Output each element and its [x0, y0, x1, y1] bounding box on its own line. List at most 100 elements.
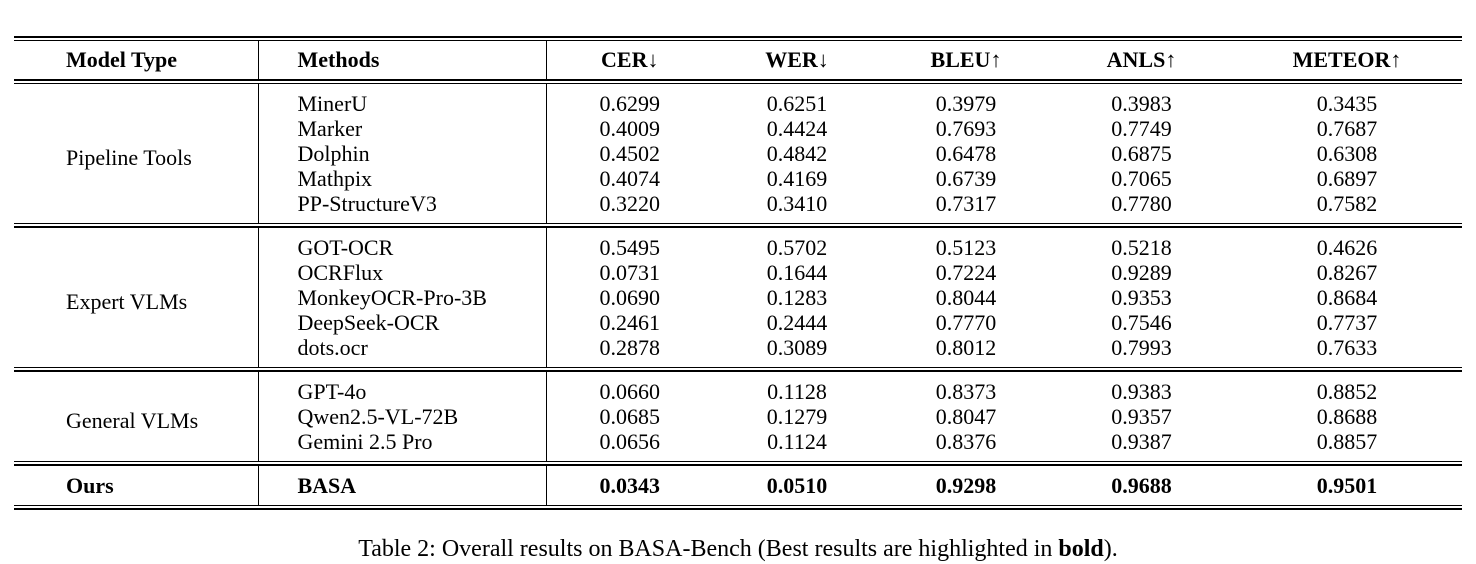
table-row: Ours BASA 0.0343 0.0510 0.9298 0.9688 0.9501: [14, 466, 1462, 505]
group-separator-rule: [14, 461, 1462, 466]
group-ours: Ours BASA 0.0343 0.0510 0.9298 0.9688 0.9501: [14, 466, 1462, 505]
group-pipeline-tools: Pipeline Tools MinerU 0.6299 0.6251 0.3979 0.…: [14, 84, 1463, 223]
table-row: Pipeline Tools MinerU 0.6299 0.6251 0.3979 0.…: [14, 84, 1462, 223]
value-cell: 0.1644: [766, 260, 828, 285]
method-cell: PP-StructureV3: [258, 191, 547, 223]
value-cell: 0.8684: [1316, 285, 1378, 310]
value-cell: 0.6478: [935, 141, 997, 166]
method-cell: GPT-4o: [258, 372, 547, 404]
value-cell: 0.0656: [599, 429, 661, 454]
table-row: MonkeyOCR-Pro-3B 0.0690 0.1283 0.8044 0.9353…: [14, 285, 1462, 310]
value-cell: 0.7582: [1316, 191, 1378, 216]
method-cell: GOT-OCR: [258, 228, 547, 260]
header-bottom-rule: [14, 79, 1462, 84]
table-body: Pipeline Tools MinerU 0.6299 0.6251 0.3979 0.…: [14, 84, 1462, 505]
value-cell: 0.0343: [599, 473, 661, 498]
value-cell: 0.7780: [1111, 191, 1172, 216]
group-general-vlms: General VLMs GPT-4o 0.0660 0.1128 0.8373 0.93…: [14, 372, 1463, 461]
table-row: Gemini 2.5 Pro 0.0656 0.1124 0.8376 0.9387 0.…: [14, 429, 1462, 461]
table-row: Dolphin 0.4502 0.4842 0.6478 0.6875 0.6308: [14, 141, 1462, 166]
table-bottom-rule: [14, 505, 1462, 510]
value-cell: 0.8376: [935, 429, 997, 454]
value-cell: 0.1283: [766, 285, 828, 310]
header-anls: ANLS↑: [1106, 47, 1177, 72]
header-wer: WER↓: [765, 47, 829, 72]
value-cell: 0.9289: [1111, 260, 1172, 285]
value-cell: 0.7749: [1111, 116, 1172, 141]
value-cell: 0.6875: [1111, 141, 1172, 166]
group-expert-vlms: Expert VLMs GOT-OCR 0.5495 0.5702 0.5123 0.52…: [14, 228, 1463, 367]
table-row: Marker 0.4009 0.4424 0.7693 0.7749 0.7687: [14, 116, 1462, 141]
header-meteor: METEOR↑: [1292, 47, 1402, 72]
value-cell: 0.0731: [599, 260, 661, 285]
value-cell: 0.5495: [599, 235, 661, 260]
value-cell: 0.3979: [935, 91, 997, 116]
value-cell: 0.2444: [766, 310, 828, 335]
value-cell: 0.3410: [766, 191, 828, 216]
value-cell: 0.4424: [766, 116, 828, 141]
method-cell: DeepSeek-OCR: [258, 310, 547, 335]
method-cell: MonkeyOCR-Pro-3B: [258, 285, 547, 310]
method-cell: Mathpix: [258, 166, 547, 191]
caption-bold-word: bold: [1058, 536, 1104, 562]
value-cell: 0.6299: [599, 91, 661, 116]
value-cell: 0.4626: [1316, 235, 1378, 260]
value-cell: 0.0685: [599, 404, 661, 429]
table-row: DeepSeek-OCR 0.2461 0.2444 0.7770 0.7546 0.77…: [14, 310, 1462, 335]
table-row: PP-StructureV3 0.3220 0.3410 0.7317 0.7780 0.…: [14, 191, 1462, 223]
value-cell: 0.0660: [599, 379, 661, 404]
value-cell: 0.1124: [767, 429, 827, 454]
caption-text-end: ).: [1103, 536, 1118, 562]
value-cell: 0.8852: [1316, 379, 1378, 404]
value-cell: 0.2878: [599, 335, 661, 360]
value-cell: 0.0510: [766, 473, 828, 498]
value-cell: 0.8857: [1316, 429, 1378, 454]
method-cell: Qwen2.5-VL-72B: [258, 404, 547, 429]
table-row: General VLMs GPT-4o 0.0660 0.1128 0.8373 0.93…: [14, 372, 1462, 461]
value-cell: 0.7546: [1111, 310, 1172, 335]
value-cell: 0.7993: [1111, 335, 1172, 360]
value-cell: 0.8267: [1316, 260, 1378, 285]
value-cell: 0.3089: [766, 335, 828, 360]
value-cell: 0.6739: [935, 166, 997, 191]
value-cell: 0.0690: [599, 285, 661, 310]
value-cell: 0.4009: [599, 116, 661, 141]
value-cell: 0.1128: [767, 379, 827, 404]
value-cell: 0.8012: [935, 335, 997, 360]
header-methods: Methods: [258, 41, 547, 79]
value-cell: 0.8044: [935, 285, 997, 310]
table-caption: Table 2: Overall results on BASA-Bench (…: [14, 536, 1462, 563]
header-model-type: Model Type: [14, 41, 259, 79]
value-cell: 0.2461: [599, 310, 661, 335]
method-cell: Gemini 2.5 Pro: [258, 429, 547, 461]
value-cell: 0.5702: [766, 235, 828, 260]
value-cell: 0.4842: [766, 141, 828, 166]
header-cer: CER↓: [601, 47, 659, 72]
value-cell: 0.8047: [935, 404, 997, 429]
model-type-cell: Pipeline Tools: [14, 84, 259, 223]
value-cell: 0.9383: [1111, 379, 1172, 404]
table-row: dots.ocr 0.2878 0.3089 0.8012 0.7993 0.7633: [14, 335, 1462, 367]
caption-text: Table 2: Overall results on BASA-Bench (…: [358, 536, 1059, 562]
value-cell: 0.3220: [599, 191, 661, 216]
group-separator-rule: [14, 223, 1462, 228]
value-cell: 0.9357: [1111, 404, 1172, 429]
method-cell: BASA: [258, 466, 547, 505]
header-bleu: BLEU↑: [930, 47, 1002, 72]
value-cell: 0.6308: [1316, 141, 1378, 166]
method-cell: Dolphin: [258, 141, 547, 166]
value-cell: 0.4169: [766, 166, 828, 191]
value-cell: 0.7633: [1316, 335, 1378, 360]
value-cell: 0.3983: [1111, 91, 1172, 116]
value-cell: 0.7693: [935, 116, 997, 141]
table-row: Qwen2.5-VL-72B 0.0685 0.1279 0.8047 0.9357 0.…: [14, 404, 1462, 429]
header-row: Model Type Methods CER↓ WER↓ BLEU↑ ANLS↑…: [14, 41, 1462, 79]
method-cell: dots.ocr: [258, 335, 547, 367]
value-cell: 0.7065: [1111, 166, 1172, 191]
value-cell: 0.6897: [1316, 166, 1378, 191]
model-type-cell: Expert VLMs: [14, 228, 259, 367]
value-cell: 0.7687: [1316, 116, 1378, 141]
table-row: Expert VLMs GOT-OCR 0.5495 0.5702 0.5123 0.52…: [14, 228, 1462, 367]
value-cell: 0.8688: [1316, 404, 1378, 429]
value-cell: 0.4502: [599, 141, 661, 166]
